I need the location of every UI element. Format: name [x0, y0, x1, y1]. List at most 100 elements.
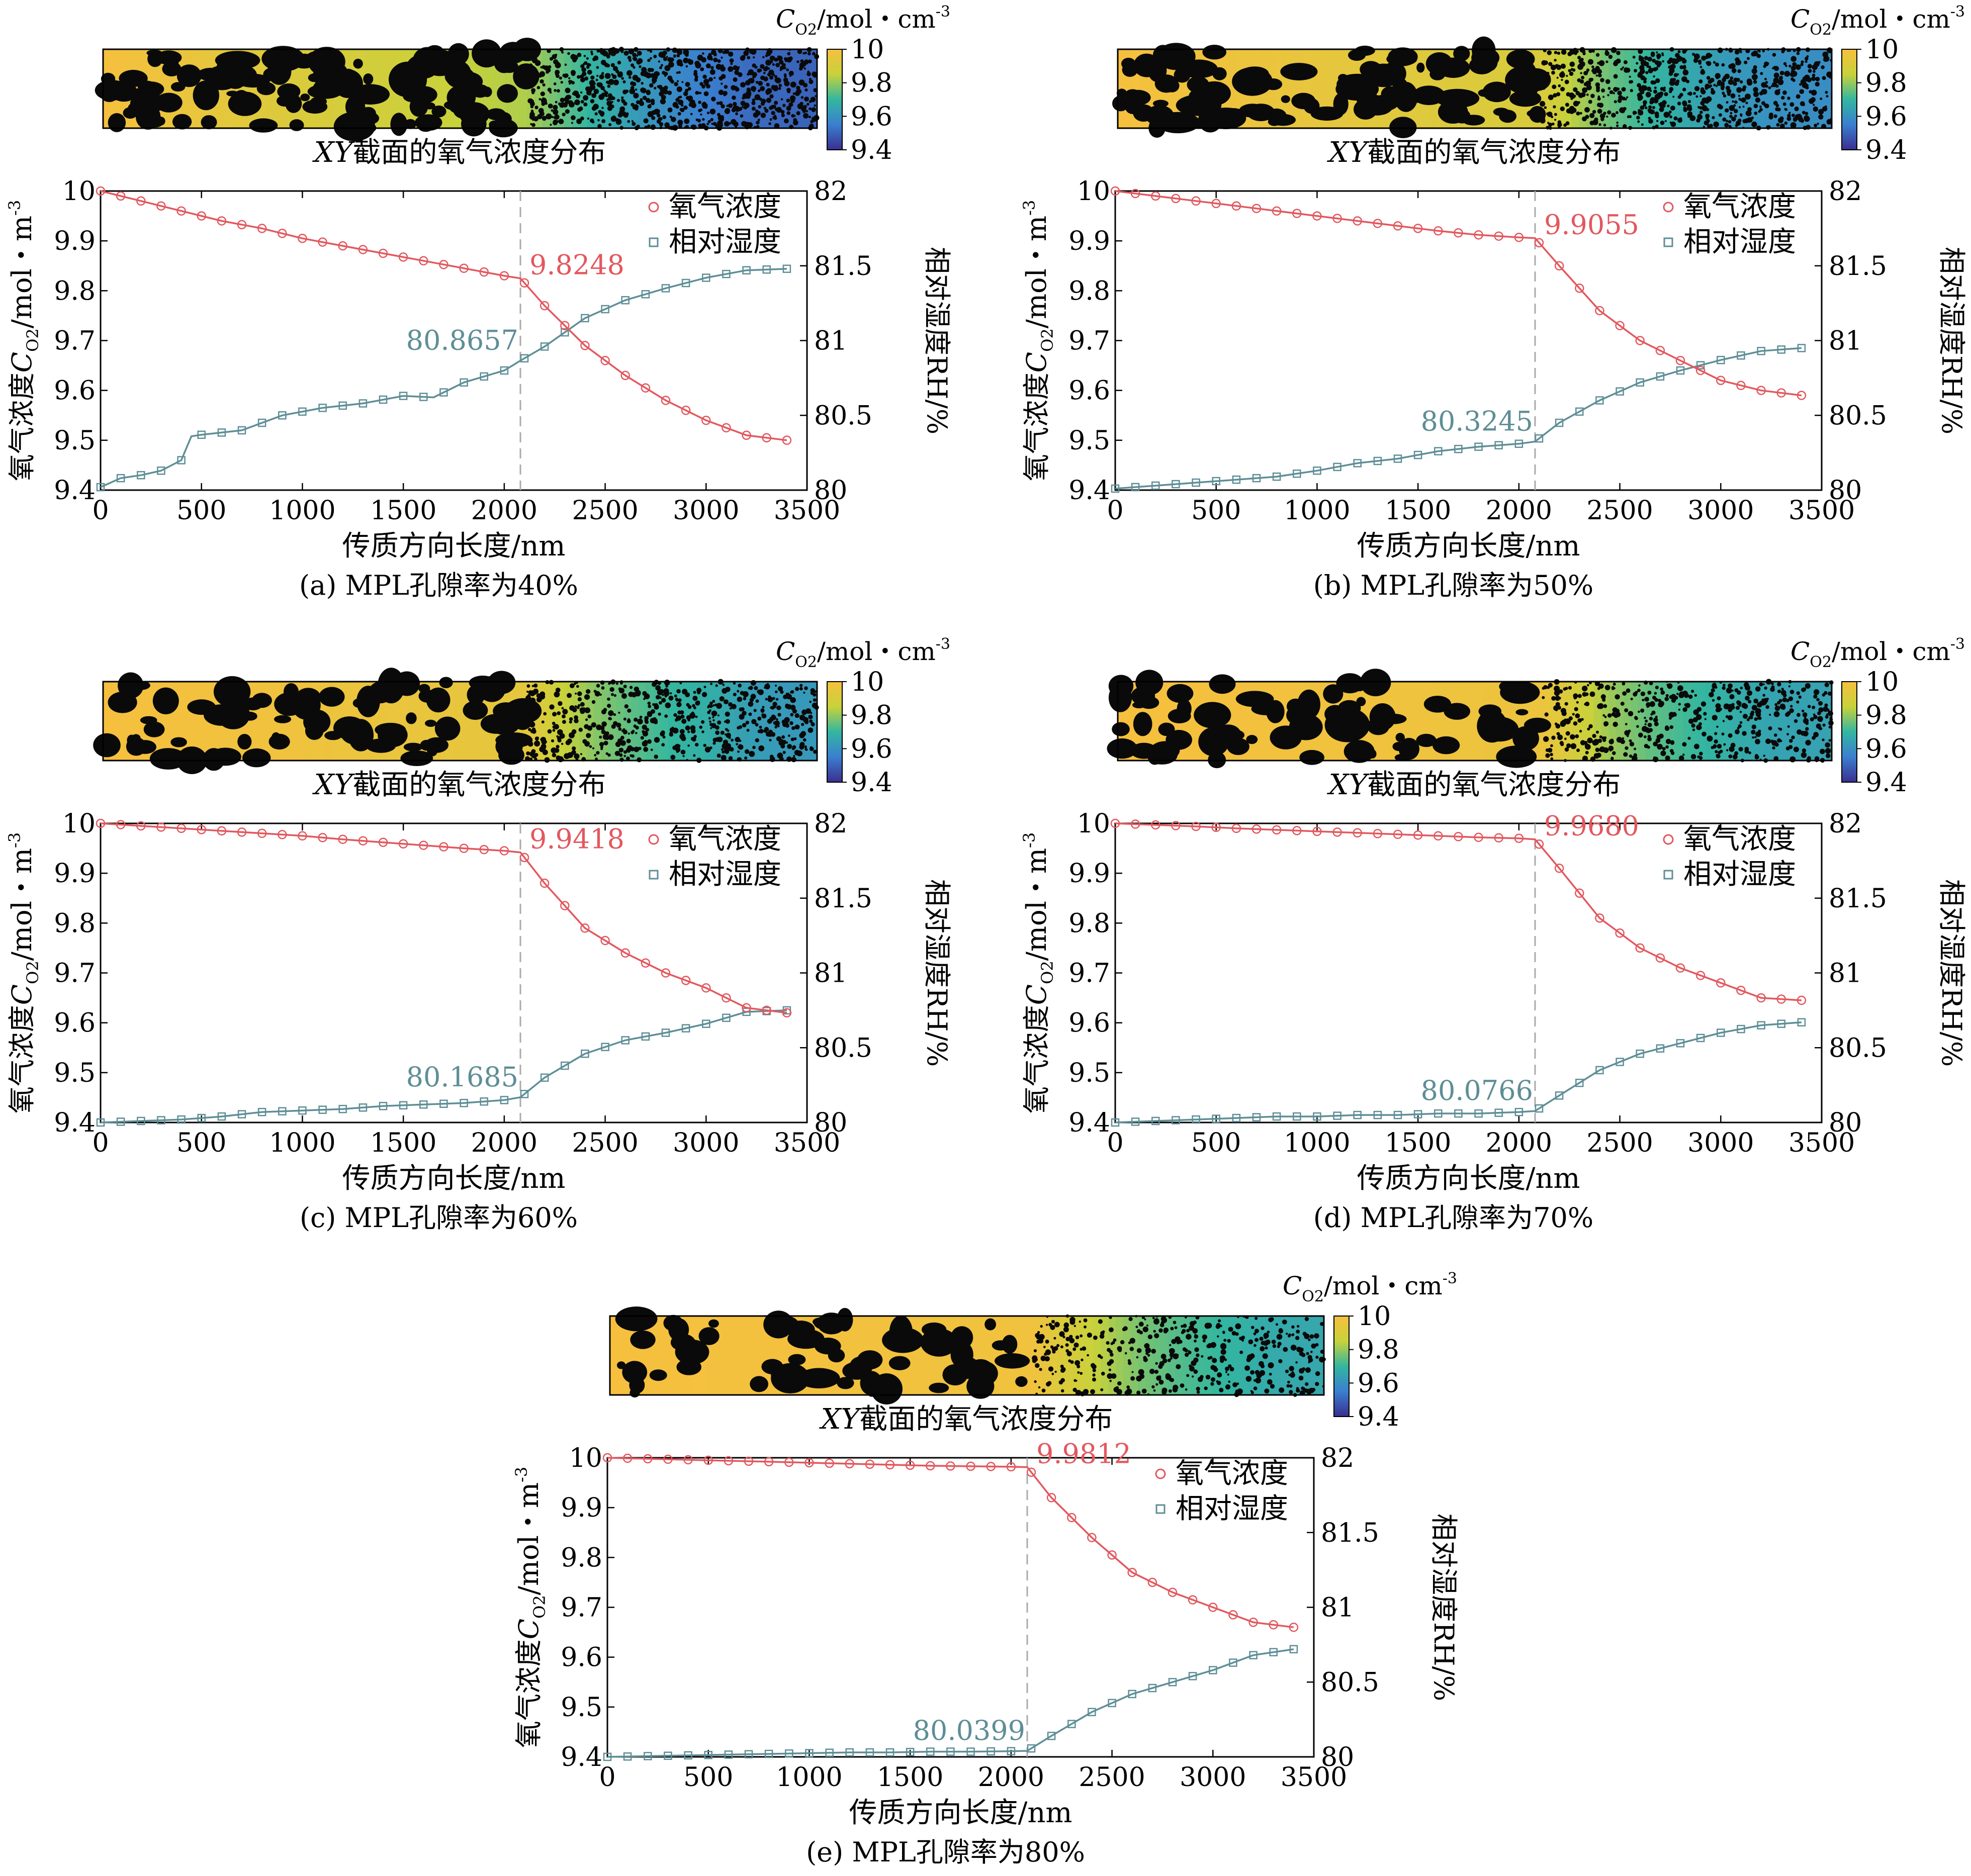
particle-dot [1223, 1339, 1227, 1342]
particle-dot [692, 696, 698, 701]
particle-dot [600, 725, 605, 730]
particle-dot [1768, 726, 1772, 730]
particle-dot [683, 49, 689, 55]
particle-dot [1637, 120, 1640, 123]
oxygen-marker [136, 196, 146, 206]
particle-dot [541, 98, 547, 104]
particle-dot [740, 114, 744, 118]
particle-dot [1304, 1333, 1310, 1339]
pore-blob [1108, 675, 1134, 697]
humidity-marker [601, 1043, 609, 1052]
particle-dot [799, 687, 803, 691]
particle-dot [1101, 1371, 1105, 1376]
particle-dot [775, 690, 778, 694]
particle-dot [603, 89, 606, 92]
particle-dot [734, 106, 740, 112]
oxygen-marker [1393, 221, 1403, 231]
humidity-marker [661, 284, 670, 293]
y-right-tick-label: 80.5 [1829, 401, 1887, 431]
particle-dot [1065, 1343, 1069, 1347]
particle-dot [1699, 110, 1703, 114]
particle-dot [1733, 109, 1738, 114]
particle-dot [1730, 742, 1736, 748]
particle-dot [618, 687, 621, 691]
particle-dot [1677, 95, 1682, 99]
particle-dot [758, 745, 765, 752]
particle-dot [658, 691, 662, 695]
particle-dot [1669, 749, 1674, 753]
particle-dot [1718, 113, 1722, 117]
particle-dot [1738, 119, 1742, 123]
oxygen-marker [1434, 831, 1443, 841]
oxygen-marker [762, 433, 771, 443]
particle-dot [1265, 1339, 1271, 1345]
particle-dot [1169, 1348, 1175, 1354]
particle-dot [630, 686, 633, 689]
particle-dot [647, 712, 653, 717]
particle-dot [1673, 73, 1678, 77]
particle-dot [1038, 1386, 1041, 1389]
particle-dot [1736, 59, 1742, 65]
particle-dot [1788, 64, 1791, 68]
particle-dot [1678, 692, 1684, 698]
particle-dot [695, 742, 699, 747]
particle-dot [539, 110, 542, 113]
particle-dot [1108, 1368, 1111, 1371]
particle-dot [1304, 1317, 1309, 1322]
particle-dot [744, 756, 748, 760]
oxygen-marker [298, 233, 307, 243]
particle-dot [1728, 683, 1733, 689]
particle-dot [1675, 53, 1680, 58]
pore-blob [495, 732, 533, 748]
pore-blob [495, 112, 512, 126]
y-left-tick-label: 9.9 [561, 1493, 602, 1523]
heatmap-cell [1115, 1316, 1124, 1395]
oxygen-marker [479, 267, 489, 277]
particle-dot [636, 59, 642, 65]
pore-blob [130, 94, 173, 112]
heatmap-cell [1601, 49, 1609, 128]
humidity-marker [681, 278, 690, 288]
heatmap-cell [744, 1316, 752, 1395]
particle-dot [614, 751, 620, 756]
pore-blob [1365, 69, 1386, 86]
particle-dot [1648, 105, 1652, 109]
humidity-markers [1111, 344, 1806, 493]
particle-dot [1801, 687, 1806, 692]
particle-dot [1289, 1366, 1294, 1371]
particle-dot [1212, 1358, 1217, 1363]
particle-dot [768, 122, 771, 125]
particle-dot [610, 116, 617, 122]
particle-dot [743, 50, 749, 56]
particle-dot [1628, 711, 1634, 716]
oxygen-marker [1393, 829, 1403, 839]
pore-blob [1437, 57, 1470, 78]
particle-dot [732, 96, 736, 100]
particle-dot [1158, 1379, 1164, 1385]
particle-dot [1761, 82, 1766, 87]
particle-dot [1597, 109, 1602, 114]
particle-dot [1604, 721, 1609, 726]
y-right-tick-label: 80 [1321, 1742, 1354, 1772]
pore-blob [649, 1369, 667, 1381]
particle-dot [1604, 51, 1609, 56]
heatmap-cell [758, 1316, 767, 1395]
heatmap-cell [1130, 1316, 1139, 1395]
humidity-marker [561, 328, 569, 337]
particle-dot [1616, 124, 1619, 127]
heatmap-cell [185, 682, 193, 761]
oxygen-marker [784, 1457, 794, 1467]
pore-blob [400, 751, 433, 766]
particle-dot [1788, 745, 1793, 749]
particle-dot [1785, 65, 1787, 67]
humidity-marker [359, 399, 368, 408]
particle-dot [1566, 743, 1571, 748]
particle-dot [1610, 47, 1617, 53]
particle-dot [557, 89, 560, 93]
humidity-marker [1353, 459, 1362, 467]
particle-dot [1595, 53, 1600, 57]
particle-dot [1587, 737, 1593, 743]
humidity-marker [1131, 1117, 1140, 1126]
oxygen-marker [560, 321, 570, 330]
